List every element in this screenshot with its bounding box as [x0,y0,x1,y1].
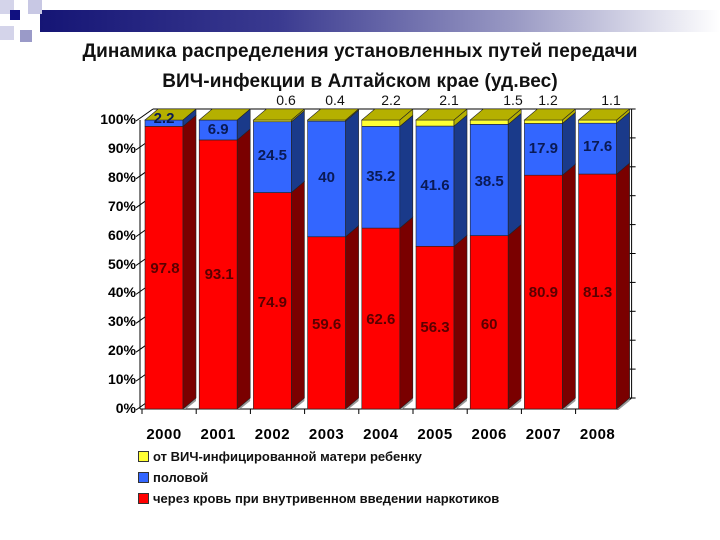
legend-item-sexual: половой [138,467,499,488]
header-square-dark [10,10,20,20]
bar-top-face [198,108,252,121]
y-tick-label: 70% [107,197,136,214]
bar-top-face [577,108,631,121]
legend-item-mother-to-child: от ВИЧ-инфицированной матери ребенку [138,446,499,467]
data-label-sexual: 41.6 [420,177,450,194]
y-tick-label: 40% [107,284,136,301]
x-tick-label: 2000 [146,426,182,443]
bar-segment-blue-front [524,123,563,176]
x-tick-label: 2004 [363,426,399,443]
data-label-iv-drugs: 60 [480,316,498,333]
bar-segment-yellow-front [361,119,401,127]
bar-segment-yellow-front [524,119,563,124]
bar-segment-red-front [144,126,184,410]
bar-segment-red-front [307,236,346,410]
legend-item-iv-drugs: через кровь при внутривенном введении на… [138,488,499,509]
y-tick-label: 100% [100,111,136,127]
data-label-sexual: 6.9 [207,121,229,138]
data-label-sexual: 35.2 [366,168,396,185]
bar-segment-red-front [469,235,509,410]
data-label-sexual: 24.5 [257,147,287,164]
data-label-mother-to-child: 0.4 [325,92,345,108]
bar-segment-yellow-front [415,119,455,127]
bar-segment-yellow-front [469,119,509,125]
y-tick-label: 50% [107,255,136,272]
header-square-light [0,26,14,40]
y-tick-label: 90% [107,139,136,156]
x-tick-label: 2005 [417,426,453,443]
x-tick-label: 2002 [254,426,291,443]
y-tick-label: 80% [107,168,136,185]
bar-segment-red-front [361,227,401,410]
legend-label: половой [153,470,209,485]
data-label-iv-drugs: 56.3 [420,319,450,336]
bar-top-face [360,108,414,121]
bar-top-face [415,108,468,121]
bar-segment-blue-front [253,121,292,193]
bar-segment-blue-front [415,125,455,247]
bar-segment-yellow-front [578,119,617,124]
data-label-sexual: 2.2 [153,110,175,127]
x-tick-label: 2003 [308,426,345,443]
header-square-light [28,0,42,14]
y-tick-label: 30% [107,313,136,330]
data-label-mother-to-child: 1.1 [601,92,621,108]
bar-segment-red-front [578,173,617,410]
header-bar [40,10,720,32]
legend-label: через кровь при внутривенном введении на… [153,491,500,506]
header-square-mid [20,30,32,42]
data-label-iv-drugs: 62.6 [366,311,396,328]
bar-segment-blue-front [361,126,401,229]
data-label-iv-drugs: 59.6 [311,316,342,333]
y-tick [135,108,154,122]
data-label-iv-drugs: 93.1 [204,266,234,283]
chart-title-line1: Динамика распределения установленных пут… [82,41,638,62]
x-tick-label: 2007 [525,426,562,443]
y-tick-label: 20% [107,342,136,359]
data-label-iv-drugs: 80.9 [528,284,558,301]
data-label-mother-to-child: 2.2 [381,92,401,108]
data-label-mother-to-child: 2.1 [439,92,459,108]
y-tick-label: 60% [107,226,136,243]
data-label-iv-drugs: 74.9 [257,294,287,311]
data-label-mother-to-child: 1.5 [503,92,523,108]
bar-top-face [144,108,197,121]
data-label-iv-drugs: 81.3 [582,284,613,301]
chart-title-line2: ВИЧ-инфекции в Алтайском крае (уд.вес) [162,71,558,92]
y-tick-label: 0% [115,400,136,416]
data-label-sexual: 38.5 [474,173,504,190]
bar-segment-red-front [253,192,292,410]
bar-top-face [469,108,523,121]
bar-segment-blue-front [307,120,346,238]
bar-segment-red-front [198,139,238,410]
data-label-sexual: 40 [318,169,335,186]
legend-label: от ВИЧ-инфицированной матери ребенку [153,449,422,464]
legend-swatch-yellow [138,451,149,462]
legend-swatch-blue [138,472,149,483]
data-label-iv-drugs: 97.8 [150,260,180,277]
data-label-sexual: 17.9 [528,140,558,157]
data-label-sexual: 17.6 [582,138,613,155]
bar-top-face [523,108,577,121]
bar-top-face [306,108,360,121]
bar-top-face [252,108,306,121]
data-label-mother-to-child: 0.6 [276,92,296,108]
bar-segment-blue-front [469,124,509,236]
x-tick-label: 2008 [579,426,616,443]
legend-swatch-red [138,493,149,504]
data-label-mother-to-child: 1.2 [538,92,558,108]
x-tick-label: 2006 [471,426,507,443]
bar-segment-red-front [415,245,455,410]
chart-legend: от ВИЧ-инфицированной матери ребенку пол… [138,446,499,509]
y-tick-label: 10% [107,371,136,388]
x-tick-label: 2001 [200,426,236,443]
